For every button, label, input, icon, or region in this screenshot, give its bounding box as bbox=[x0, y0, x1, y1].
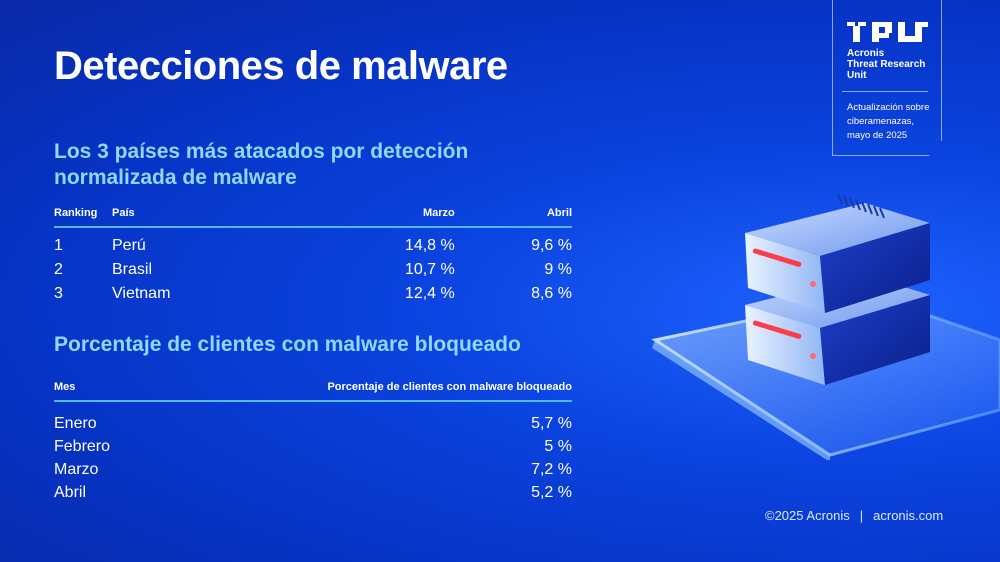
footer-separator: | bbox=[859, 508, 864, 523]
col-country: País bbox=[112, 207, 312, 228]
rank-cell: 2 bbox=[54, 261, 63, 278]
value-cell: 7,2 % bbox=[531, 460, 572, 478]
table-row: Marzo 7,2 % bbox=[54, 458, 572, 481]
country-cell: Perú bbox=[112, 237, 146, 254]
col-ranking: Ranking bbox=[54, 207, 112, 228]
col-blocked-percent: Porcentaje de clientes con malware bloqu… bbox=[150, 381, 572, 402]
top-countries-table: Ranking País Marzo Abril 1 Perú 14,8 % 9… bbox=[54, 207, 572, 306]
update-line: Actualización sobre bbox=[847, 102, 930, 113]
copyright-text: ©2025 Acronis bbox=[765, 508, 850, 523]
table-header-row: Ranking País Marzo Abril bbox=[54, 207, 572, 228]
col-april: Abril bbox=[454, 207, 572, 228]
table-row: 3 Vietnam 12,4 % 8,6 % bbox=[54, 282, 572, 306]
march-cell: 10,7 % bbox=[404, 261, 455, 278]
brand-line: Acronis bbox=[847, 48, 885, 59]
month-cell: Abril bbox=[54, 483, 87, 501]
value-cell: 5 % bbox=[544, 437, 572, 455]
month-cell: Enero bbox=[54, 414, 97, 432]
heading-line-1: Los 3 países más atacados por detección bbox=[54, 140, 469, 163]
col-march: Marzo bbox=[312, 207, 455, 228]
table-row: Febrero 5 % bbox=[54, 435, 572, 458]
table-header-row: Mes Porcentaje de clientes con malware b… bbox=[54, 381, 572, 402]
section-heading-top-countries: Los 3 países más atacados por detección … bbox=[54, 139, 534, 191]
april-cell: 9,6 % bbox=[531, 237, 572, 254]
server-stack-illustration bbox=[651, 193, 1000, 460]
page-title: Detecciones de malware bbox=[54, 44, 508, 88]
value-cell: 5,2 % bbox=[531, 483, 572, 501]
brand-line: Unit bbox=[847, 70, 867, 81]
update-caption: Actualización sobre ciberamenazas, mayo … bbox=[847, 101, 929, 143]
update-line: ciberamenazas, bbox=[847, 116, 915, 127]
country-cell: Brasil bbox=[112, 261, 153, 278]
tru-badge-frame bbox=[832, 0, 942, 156]
tru-logo-icon bbox=[847, 22, 928, 42]
value-cell: 5,7 % bbox=[531, 414, 572, 432]
brand-line: Threat Research bbox=[847, 59, 926, 70]
section-heading-blocked-malware: Porcentaje de clientes con malware bloqu… bbox=[54, 333, 521, 356]
badge-divider bbox=[842, 91, 928, 92]
month-cell: Marzo bbox=[54, 460, 99, 478]
rank-cell: 3 bbox=[54, 285, 63, 302]
footer: ©2025 Acronis | acronis.com bbox=[765, 508, 943, 523]
update-line: mayo de 2025 bbox=[847, 130, 908, 141]
table-row: 1 Perú 14,8 % 9,6 % bbox=[54, 227, 572, 258]
table-row: 2 Brasil 10,7 % 9 % bbox=[54, 258, 572, 282]
rank-cell: 1 bbox=[54, 237, 63, 254]
blocked-malware-table: Mes Porcentaje de clientes con malware b… bbox=[54, 381, 572, 504]
country-cell: Vietnam bbox=[112, 285, 171, 302]
april-cell: 8,6 % bbox=[531, 285, 572, 302]
march-cell: 14,8 % bbox=[404, 237, 455, 254]
site-link[interactable]: acronis.com bbox=[873, 508, 944, 523]
month-cell: Febrero bbox=[54, 437, 111, 455]
table-row: Enero 5,7 % bbox=[54, 401, 572, 435]
heading-line-2: normalizada de malware bbox=[54, 166, 297, 189]
col-month: Mes bbox=[54, 381, 151, 402]
table-row: Abril 5,2 % bbox=[54, 481, 572, 504]
march-cell: 12,4 % bbox=[404, 285, 455, 302]
brand-name: Acronis Threat Research Unit bbox=[847, 48, 925, 81]
april-cell: 9 % bbox=[544, 261, 572, 278]
